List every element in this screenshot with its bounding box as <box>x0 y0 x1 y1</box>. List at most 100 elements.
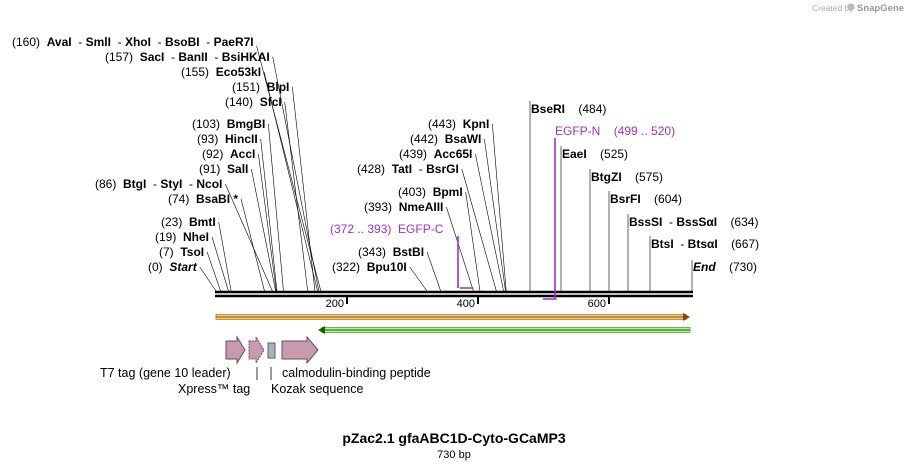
site-enzymes: AvaI - SmlI - XhoI - BsoBI - PaeR7I <box>47 35 254 49</box>
enzyme-name: XhoI <box>124 35 151 49</box>
enzyme-separator: - <box>182 177 197 191</box>
site-label: (140) SfcI <box>225 95 282 109</box>
site-label: (91) SalI <box>199 162 248 176</box>
primer-label: EGFP-N (499 .. 520) <box>555 124 675 138</box>
site-label: (92) AccI <box>202 147 255 161</box>
enzyme-name: KpnI <box>462 117 490 131</box>
ruler: 200 400 600 <box>326 296 610 310</box>
feature-label-kozak-sequence: Kozak sequence <box>271 382 363 396</box>
site-label: (443) KpnI <box>428 117 489 131</box>
site-position: (443) <box>428 117 457 131</box>
site-line <box>492 123 507 292</box>
site-position: (92) <box>202 147 224 161</box>
primer-range: (372 .. 393) <box>330 222 392 236</box>
enzyme-name: TsoI <box>180 245 205 259</box>
site-label: (7) TsoI <box>159 245 204 259</box>
enzyme-name: PaeR7I <box>213 35 254 49</box>
primers <box>457 138 557 300</box>
enzyme-name: AccI <box>230 147 256 161</box>
brand-name: SnapGene <box>857 3 904 14</box>
site-label: (74) BsaBI * <box>168 192 238 206</box>
feature-label-calmodulin-binding-peptide: calmodulin-binding peptide <box>282 366 431 380</box>
site-position: (439) <box>399 147 428 161</box>
site-label: BssSI - BssSαI (634) <box>629 215 758 229</box>
site-line <box>258 153 277 292</box>
site-position: (525) <box>600 147 629 161</box>
enzyme-name: AvaI <box>46 35 72 49</box>
site-line <box>206 251 221 292</box>
enzyme-name: EaeI <box>562 147 587 161</box>
map-title: pZac2.1 gfaABC1D-Cyto-GCaMP3 <box>342 430 565 446</box>
site-label: (442) BsaWI <box>410 132 481 146</box>
enzyme-name: BsoBI <box>164 35 200 49</box>
site-label: (151) BlpI <box>232 80 289 94</box>
site-enzymes: SacI - BanII - BsiHKAI <box>140 50 270 64</box>
site-enzymes: KpnI <box>463 117 490 131</box>
enzyme-name: BsrFI <box>610 192 641 206</box>
enzyme-name: BtsαI <box>687 237 718 251</box>
feature-label-t7-tag: T7 tag (gene 10 leader) <box>100 366 231 380</box>
site-enzymes: BseRI <box>531 102 565 116</box>
enzyme-name: BsrGI <box>426 162 459 176</box>
enzyme-name: BmtI <box>189 215 216 229</box>
enzyme-name: Bpu10I <box>366 260 407 274</box>
site-enzymes: BtgZI <box>591 170 622 184</box>
enzyme-name: Eco53kI <box>215 65 262 79</box>
site-enzymes: BlpI <box>267 80 290 94</box>
enzyme-separator: - <box>71 35 86 49</box>
enzyme-name: BsaBI * <box>196 192 239 206</box>
site-enzymes: HincII <box>225 132 258 146</box>
site-position: (23) <box>161 215 183 229</box>
site-enzymes: Bpu10I <box>367 260 407 274</box>
feature-t7-tag <box>225 335 246 365</box>
primer-mark <box>542 138 557 300</box>
site-lines <box>199 45 693 292</box>
site-enzymes: Eco53kI <box>216 65 261 79</box>
site-label: (393) NmeAIII <box>364 200 443 214</box>
site-label: (93) HincII <box>197 132 258 146</box>
enzyme-separator: - <box>207 50 222 64</box>
site-enzymes: BsaBI * <box>196 192 238 206</box>
site-line <box>199 266 217 292</box>
site-enzymes: EaeI <box>562 147 587 161</box>
enzyme-name: BssSI <box>629 215 663 229</box>
enzyme-separator: - <box>662 215 677 229</box>
site-position: (604) <box>654 192 683 206</box>
site-label: (19) NheI <box>155 230 209 244</box>
enzyme-separator: - <box>150 35 165 49</box>
site-label: (428) TatI - BsrGI <box>357 162 459 176</box>
orf-reverse-arrow <box>318 326 691 334</box>
enzyme-name: TatI <box>391 162 413 176</box>
site-line <box>484 138 506 292</box>
site-position: (484) <box>578 102 607 116</box>
site-label: (343) BstBI <box>358 245 424 259</box>
primer-name: EGFP-C <box>398 222 444 236</box>
primer-mark <box>457 236 474 289</box>
site-enzymes: BpmI <box>433 185 463 199</box>
enzyme-name: StyI <box>160 177 183 191</box>
enzyme-name: HincII <box>225 132 258 146</box>
primer-name: EGFP-N <box>555 124 601 138</box>
site-label: (103) BmgBI <box>192 117 265 131</box>
site-line <box>225 183 273 292</box>
site-position: (19) <box>155 230 177 244</box>
site-enzymes: BmgBI <box>227 117 266 131</box>
enzyme-name: BstBI <box>392 245 425 259</box>
site-enzymes: AccI <box>230 147 255 161</box>
enzyme-name: SalI <box>227 162 249 176</box>
orf-forward-arrow <box>215 313 690 321</box>
site-enzymes: TsoI <box>180 245 204 259</box>
site-label: BtsI - BtsαI (667) <box>651 237 759 251</box>
site-position: (634) <box>730 215 759 229</box>
site-position: (442) <box>410 132 439 146</box>
site-line <box>218 221 232 292</box>
enzyme-name: NcoI <box>196 177 223 191</box>
enzyme-name: BtgZI <box>591 170 622 184</box>
site-position: (322) <box>332 260 361 274</box>
site-label: (23) BmtI <box>161 215 216 229</box>
site-label: BseRI (484) <box>531 102 606 116</box>
enzyme-name: BseRI <box>531 102 566 116</box>
primer-range: (499 .. 520) <box>613 124 676 138</box>
ruler-label: 400 <box>457 298 475 310</box>
site-line <box>461 168 497 292</box>
